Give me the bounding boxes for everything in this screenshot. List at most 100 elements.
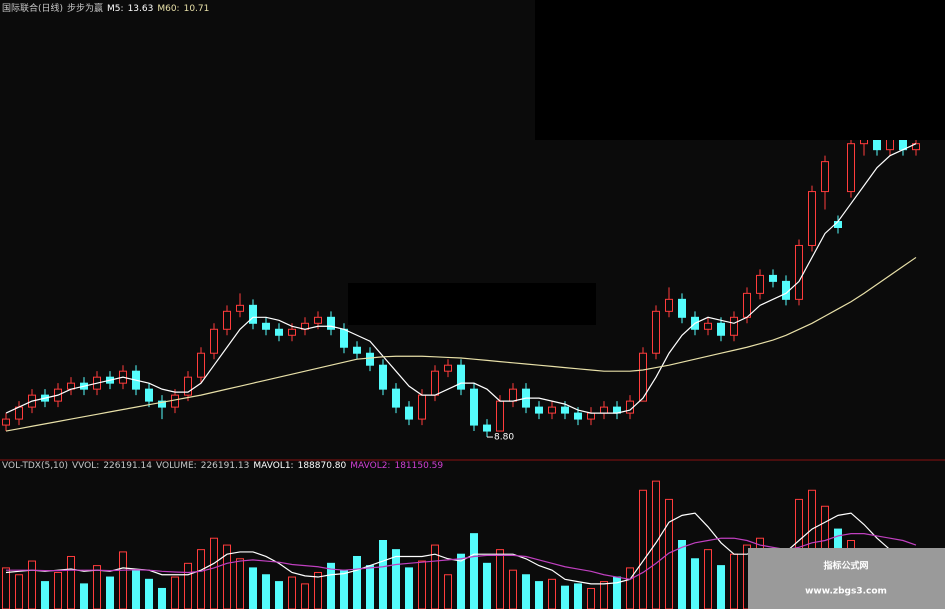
candle-body bbox=[340, 328, 348, 348]
candle-body bbox=[171, 394, 179, 408]
price-header-item: M60: bbox=[157, 4, 179, 14]
candle-body bbox=[548, 406, 556, 414]
candle-body bbox=[145, 388, 153, 402]
volume-bar bbox=[275, 581, 283, 609]
candle-body bbox=[795, 244, 803, 300]
volume-header: VOL-TDX(5,10) VVOL: 226191.14 VOLUME: 226191… bbox=[2, 461, 443, 471]
volume-bar bbox=[457, 553, 465, 609]
candle-body bbox=[847, 143, 855, 193]
candle-body bbox=[652, 310, 660, 354]
volume-bar bbox=[145, 578, 153, 609]
volume-bar bbox=[561, 585, 569, 609]
candle-body bbox=[2, 418, 10, 426]
lines-line bbox=[5, 143, 917, 414]
volume-bar bbox=[691, 558, 699, 609]
candle-body bbox=[457, 364, 465, 390]
volume-bar bbox=[535, 581, 543, 609]
price-header: 国际联合(日线) 步步为赢 M5: 13.63 M60: 10.71 bbox=[2, 2, 209, 14]
candle-body bbox=[444, 364, 452, 372]
volume-bar bbox=[587, 587, 595, 609]
candle-body bbox=[574, 412, 582, 420]
candle-body bbox=[561, 406, 569, 414]
candle-body bbox=[392, 388, 400, 408]
candle-body bbox=[15, 406, 23, 420]
price-header-item: 步步为赢 bbox=[67, 2, 103, 14]
volume-bar bbox=[470, 533, 478, 609]
volume-bar bbox=[366, 565, 374, 609]
volume_lines-line bbox=[6, 533, 917, 580]
volume-bar bbox=[314, 571, 322, 609]
candle-body bbox=[600, 406, 608, 414]
candle-body bbox=[756, 274, 764, 294]
candle-body bbox=[275, 328, 283, 336]
price-header-item: 国际联合(日线) bbox=[2, 2, 63, 14]
volume-bar bbox=[405, 567, 413, 609]
volume-header-item: MAVOL1: bbox=[253, 461, 293, 471]
volume-header-item: 226191.13 bbox=[201, 461, 250, 471]
volume-header-item: 188870.80 bbox=[298, 461, 347, 471]
watermark-title: 指标公式网 bbox=[823, 560, 868, 572]
candle-body bbox=[158, 400, 166, 408]
candle-body bbox=[262, 322, 270, 330]
volume-bar bbox=[210, 537, 218, 609]
volume-bar bbox=[704, 549, 712, 609]
volume-bar bbox=[574, 583, 582, 609]
candle-body bbox=[587, 412, 595, 420]
candle-body bbox=[236, 304, 244, 312]
volume-bar bbox=[444, 574, 452, 609]
mask-box bbox=[348, 283, 596, 325]
candle-body bbox=[769, 274, 777, 282]
mask-box bbox=[535, 0, 945, 140]
candle-body bbox=[288, 328, 296, 336]
watermark-url: www.zbgs3.com bbox=[805, 587, 887, 597]
candle-body bbox=[379, 364, 387, 390]
volume-bar bbox=[301, 583, 309, 609]
candle-body bbox=[418, 394, 426, 420]
candle-body bbox=[470, 388, 478, 426]
candle-body bbox=[353, 346, 361, 354]
candle-body bbox=[730, 316, 738, 336]
lines-line bbox=[5, 256, 917, 432]
volume-bar bbox=[327, 562, 335, 609]
volume-header-item: VOL-TDX(5,10) bbox=[2, 461, 68, 471]
candle-body bbox=[249, 304, 257, 324]
low-marker-label: 8.80 bbox=[494, 433, 514, 443]
candle-body bbox=[509, 388, 517, 402]
candle-body bbox=[717, 322, 725, 336]
volume-header-item: 181150.59 bbox=[394, 461, 443, 471]
volume-bar bbox=[678, 540, 686, 609]
volume-bar bbox=[106, 576, 114, 609]
candle-body bbox=[327, 316, 335, 330]
candle-body bbox=[678, 298, 686, 318]
volume-header-item: 226191.14 bbox=[103, 461, 152, 471]
candle-body bbox=[223, 310, 231, 330]
volume-bar bbox=[353, 555, 361, 609]
volume-bar bbox=[340, 569, 348, 609]
candle-body bbox=[496, 400, 504, 432]
candle-body bbox=[431, 370, 439, 396]
volume-bar bbox=[132, 569, 140, 609]
watermark-box bbox=[748, 548, 945, 609]
volume-bar bbox=[67, 555, 75, 609]
volume-bar bbox=[652, 480, 660, 609]
volume-header-item: MAVOL2: bbox=[350, 461, 390, 471]
volume-bar bbox=[509, 569, 517, 609]
volume-bar bbox=[262, 574, 270, 609]
volume-bar bbox=[522, 574, 530, 609]
price-header-item: 13.63 bbox=[128, 4, 154, 14]
volume-bar bbox=[41, 581, 49, 609]
candle-body bbox=[808, 191, 816, 246]
price-header-item: 10.71 bbox=[184, 4, 210, 14]
candle-body bbox=[639, 352, 647, 402]
volume-bar bbox=[626, 567, 634, 609]
price-header-item: M5: bbox=[107, 4, 124, 14]
volume-bar bbox=[80, 583, 88, 609]
candle-body bbox=[366, 352, 374, 366]
volume-bar bbox=[2, 567, 10, 609]
volume-header-item: VVOL: bbox=[72, 461, 99, 471]
candle-body bbox=[184, 376, 192, 396]
candle-body bbox=[821, 161, 829, 193]
volume-bar bbox=[392, 549, 400, 609]
candle-body bbox=[665, 298, 673, 312]
